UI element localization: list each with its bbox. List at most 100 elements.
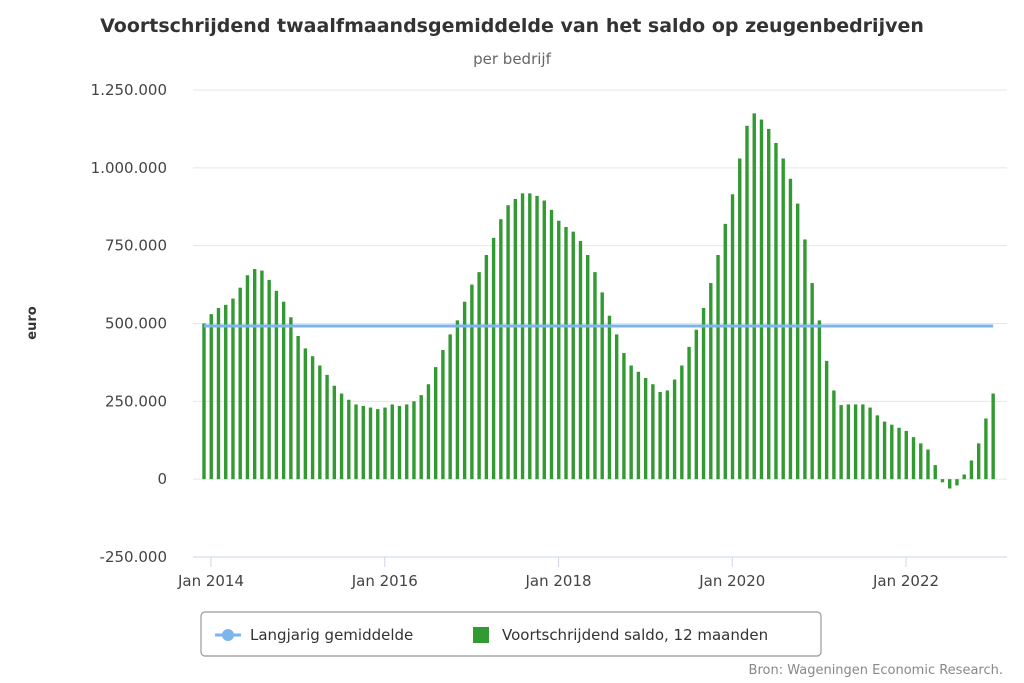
bar[interactable] xyxy=(687,346,691,480)
bar[interactable] xyxy=(332,385,337,480)
bar[interactable] xyxy=(296,335,300,480)
bar[interactable] xyxy=(890,424,894,480)
bar[interactable] xyxy=(738,158,742,480)
bar[interactable] xyxy=(397,406,402,480)
bar[interactable] xyxy=(260,270,264,480)
bar[interactable] xyxy=(680,365,684,480)
bar[interactable] xyxy=(376,409,380,480)
bar[interactable] xyxy=(759,119,764,480)
bar[interactable] xyxy=(390,404,394,480)
bar[interactable] xyxy=(701,307,706,480)
bar[interactable] xyxy=(303,348,308,480)
bar[interactable] xyxy=(832,390,836,480)
bar[interactable] xyxy=(904,430,908,480)
bar[interactable] xyxy=(419,395,423,480)
bar[interactable] xyxy=(535,195,539,480)
bar[interactable] xyxy=(629,365,633,480)
bar[interactable] xyxy=(795,203,800,480)
bar[interactable] xyxy=(600,292,604,480)
bar[interactable] xyxy=(231,298,235,480)
bar[interactable] xyxy=(817,320,822,480)
bar[interactable] xyxy=(557,220,561,480)
bar[interactable] xyxy=(622,353,626,480)
bar[interactable] xyxy=(926,449,930,480)
bar[interactable] xyxy=(455,320,460,480)
bar[interactable] xyxy=(462,301,467,480)
bar[interactable] xyxy=(651,384,655,480)
bar[interactable] xyxy=(882,421,887,480)
bar[interactable] xyxy=(281,301,286,480)
bar[interactable] xyxy=(325,374,329,480)
bar[interactable] xyxy=(614,334,619,480)
bar[interactable] xyxy=(289,317,293,480)
bar[interactable] xyxy=(875,415,880,480)
bar[interactable] xyxy=(448,334,452,480)
bar[interactable] xyxy=(542,200,546,480)
bar[interactable] xyxy=(578,240,583,480)
bar[interactable] xyxy=(607,315,612,480)
bar[interactable] xyxy=(962,474,966,480)
bar[interactable] xyxy=(694,329,699,480)
bar[interactable] xyxy=(491,237,496,480)
bar[interactable] xyxy=(788,178,793,480)
bar[interactable] xyxy=(549,209,554,480)
bar[interactable] xyxy=(665,390,670,480)
bar[interactable] xyxy=(853,404,858,480)
bar[interactable] xyxy=(767,128,771,480)
bar[interactable] xyxy=(752,113,756,480)
bar[interactable] xyxy=(846,404,851,480)
legend-item-average[interactable]: Langjarig gemiddelde xyxy=(215,626,413,644)
bar[interactable] xyxy=(426,384,431,480)
bar[interactable] xyxy=(781,158,785,480)
bar[interactable] xyxy=(774,142,778,480)
bar[interactable] xyxy=(339,393,344,480)
bar[interactable] xyxy=(824,360,829,480)
bar[interactable] xyxy=(709,283,713,480)
bar[interactable] xyxy=(238,287,242,480)
bar[interactable] xyxy=(969,460,974,480)
bar[interactable] xyxy=(868,407,872,480)
bar[interactable] xyxy=(412,401,416,480)
bar[interactable] xyxy=(940,479,945,483)
bar[interactable] xyxy=(441,349,445,480)
bar[interactable] xyxy=(310,356,315,480)
bar[interactable] xyxy=(955,479,959,486)
bar[interactable] xyxy=(861,404,865,480)
bar[interactable] xyxy=(571,231,575,480)
bar[interactable] xyxy=(564,226,568,480)
bar[interactable] xyxy=(506,205,510,480)
bar[interactable] xyxy=(528,193,532,480)
bar[interactable] xyxy=(948,479,952,489)
bar[interactable] xyxy=(368,407,373,480)
bar[interactable] xyxy=(383,407,387,480)
bar[interactable] xyxy=(933,465,937,480)
bar[interactable] xyxy=(810,283,814,480)
bar[interactable] xyxy=(672,379,677,480)
bar[interactable] xyxy=(803,239,807,480)
bar[interactable] xyxy=(636,371,641,480)
bar[interactable] xyxy=(267,279,271,480)
bar[interactable] xyxy=(911,437,916,480)
bar[interactable] xyxy=(224,304,228,480)
bar[interactable] xyxy=(318,365,322,480)
bar[interactable] xyxy=(216,307,221,480)
bar[interactable] xyxy=(723,223,727,480)
bar[interactable] xyxy=(484,255,489,480)
bar[interactable] xyxy=(897,427,901,480)
bar[interactable] xyxy=(433,367,438,480)
bar[interactable] xyxy=(470,284,474,480)
bar[interactable] xyxy=(520,193,525,480)
bar[interactable] xyxy=(716,255,720,480)
bar[interactable] xyxy=(839,405,843,480)
bar[interactable] xyxy=(643,377,648,480)
bar[interactable] xyxy=(991,393,995,480)
bar[interactable] xyxy=(586,255,590,480)
bar[interactable] xyxy=(209,314,213,480)
bar[interactable] xyxy=(499,219,503,480)
bar[interactable] xyxy=(405,404,409,480)
bar[interactable] xyxy=(361,406,365,480)
bar[interactable] xyxy=(919,443,923,480)
bar[interactable] xyxy=(593,272,597,480)
bar[interactable] xyxy=(202,323,206,480)
bar[interactable] xyxy=(513,198,518,480)
